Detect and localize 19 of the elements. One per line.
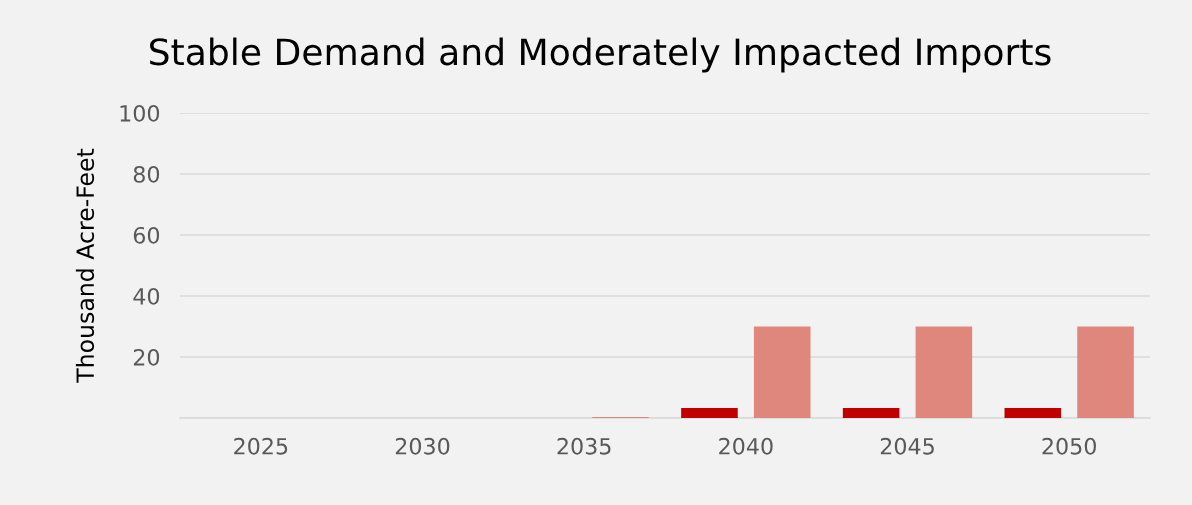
bar (753, 326, 811, 418)
x-tick-label: 2025 (234, 437, 288, 455)
bar (1004, 407, 1062, 418)
y-tick-label: 40 (133, 287, 160, 305)
x-tick-label: 2040 (719, 437, 773, 455)
x-tick-label: 2045 (880, 437, 934, 455)
chart-title: Stable Demand and Moderately Impacted Imports (150, 37, 1051, 73)
bar (681, 407, 738, 418)
x-tick-label: 2030 (395, 437, 450, 455)
bar (1077, 326, 1134, 418)
y-tick-label: 80 (133, 165, 160, 183)
x-tick-label: 2035 (557, 437, 611, 455)
y-axis-title: Thousand Acre-Feet (75, 148, 95, 383)
bar (842, 407, 900, 418)
y-tick-label: 60 (133, 226, 160, 244)
y-tick-label: 20 (133, 348, 160, 366)
bar (915, 326, 973, 418)
x-tick-label: 2050 (1042, 437, 1096, 455)
y-tick-label: 100 (120, 104, 160, 122)
